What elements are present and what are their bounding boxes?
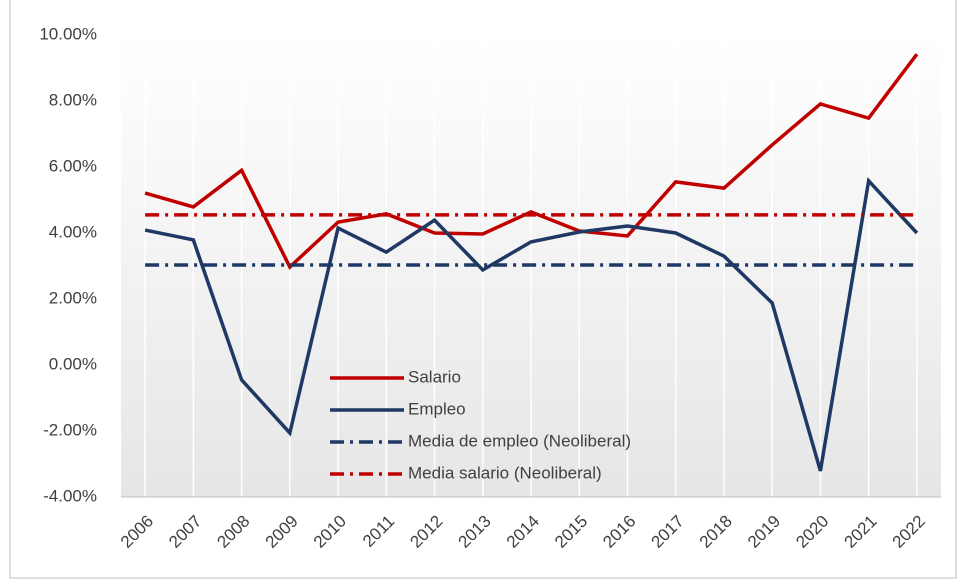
- y-tick-label: 4.00%: [49, 222, 97, 241]
- series-line: [144, 53, 919, 270]
- y-tick-label: 8.00%: [49, 90, 97, 109]
- legend-label: Empleo: [408, 399, 466, 418]
- legend-label: Salario: [408, 367, 461, 386]
- series-line: [144, 177, 919, 472]
- y-tick-label: -4.00%: [43, 486, 97, 505]
- y-tick-label: 6.00%: [49, 156, 97, 175]
- legend-label: Media de empleo (Neoliberal): [408, 431, 631, 450]
- y-tick-label: 2.00%: [49, 288, 97, 307]
- legend-label: Media salario (Neoliberal): [408, 463, 602, 482]
- y-tick-label: 10.00%: [39, 24, 97, 43]
- y-tick-label: -2.00%: [43, 420, 97, 439]
- y-tick-label: 0.00%: [49, 354, 97, 373]
